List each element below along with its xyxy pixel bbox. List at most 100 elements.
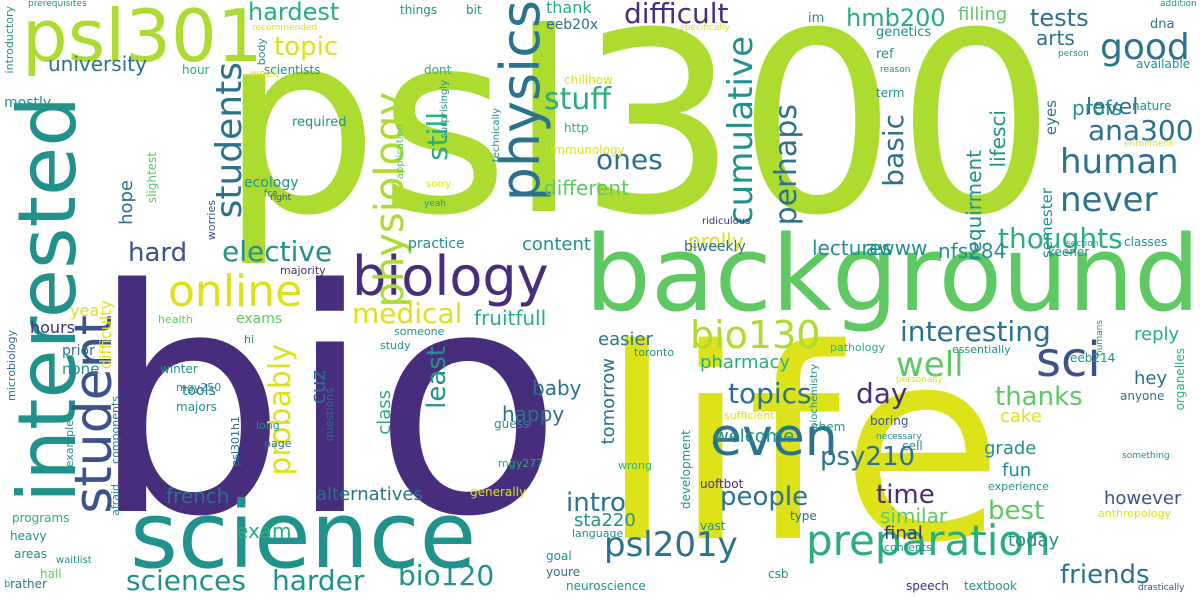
word-awww: awww [866, 236, 928, 260]
word-hard: hard [128, 238, 188, 268]
word-hall: hall [40, 567, 62, 581]
word-psl301h1: psl301h1 [229, 416, 242, 467]
word-bio130: bio130 [690, 313, 821, 357]
word-week: week [250, 67, 279, 80]
word-hours: hours [30, 318, 75, 337]
word-surprisingly: surprisingly [439, 80, 450, 139]
word-rather: rather [10, 577, 47, 591]
word-cell: cell [902, 439, 923, 453]
word-bio120: bio120 [398, 559, 495, 592]
word-mgy277: mgy277 [498, 457, 544, 470]
word-person: person [1058, 49, 1089, 59]
word-worries: worries [205, 200, 218, 241]
word-science: science [130, 482, 477, 589]
word-yea: yea [70, 301, 100, 320]
word-cumulative: cumulative [721, 36, 761, 226]
word-nature: nature [1132, 99, 1172, 113]
word-time: time [876, 480, 935, 510]
word-csb: csb [768, 567, 789, 581]
word-psl300: psl300 [220, 0, 1056, 270]
word-day: day [856, 377, 908, 410]
word-physics: physics [489, 0, 552, 202]
word-different: different [544, 176, 629, 200]
word-immunology: immunology [550, 143, 625, 157]
word-genetics: genetics [876, 25, 932, 40]
word-anyone: anyone [1120, 389, 1165, 403]
word-lifesci: lifesci [986, 110, 1010, 168]
word-boring: boring [870, 414, 909, 428]
word-harder: harder [272, 564, 365, 597]
word-long: long [256, 419, 280, 432]
word-friends: friends [1060, 560, 1150, 590]
word-difficult: difficult [624, 0, 729, 30]
word-fce: fce [264, 189, 278, 199]
word-life: life [600, 293, 1004, 600]
word-interesting: interesting [900, 315, 1051, 348]
word-technically: technically [491, 108, 502, 163]
word-content: content [522, 234, 591, 255]
word-tools: tools [182, 383, 216, 399]
word-elective: elective [222, 235, 333, 268]
word-reason: reason [880, 65, 911, 75]
word-scientists: scientists [264, 63, 321, 77]
word-topic: topic [274, 32, 339, 62]
word-easier: easier [598, 329, 653, 350]
word-ecology: ecology [244, 175, 299, 191]
word-practice: practice [408, 236, 465, 252]
word-programs: programs [12, 511, 70, 525]
word-good: good [1100, 27, 1190, 68]
word-youre: youre [546, 565, 581, 579]
word-something: something [1122, 451, 1170, 461]
word-profs: profs [1072, 96, 1123, 120]
word-however: however [1104, 488, 1182, 509]
word-microbiology: microbiology [5, 330, 18, 401]
word-psl301: psl301 [22, 0, 263, 78]
word-essentially: essentially [952, 343, 1011, 356]
word-online: online [168, 266, 303, 317]
word-hope: hope [116, 180, 137, 225]
word-questions: questions [323, 388, 336, 442]
word-difficulty: difficulty [96, 300, 115, 370]
word-well: well [896, 345, 964, 385]
word-prerequisites: prerequisites [28, 0, 87, 9]
word-someone: someone [394, 325, 445, 338]
word-humans: humans [1095, 320, 1105, 357]
word-hey: hey [1134, 368, 1168, 389]
word-neuroscience: neuroscience [566, 579, 646, 593]
word-final: final [884, 523, 923, 544]
word-baby: baby [532, 376, 582, 400]
word-ana300: ana300 [1088, 114, 1194, 147]
word-exams: exams [236, 311, 283, 327]
word-chem: chem [812, 420, 846, 434]
word-eeb214: eeb214 [1070, 351, 1116, 365]
word-uoftbot: uoftbot [700, 477, 744, 491]
word-thank: thank [546, 0, 592, 17]
word-probably: probably [263, 344, 298, 476]
word-similar: similar [880, 504, 948, 528]
word-perhaps: perhaps [769, 104, 804, 226]
word-tests: tests [1030, 4, 1089, 32]
word-biology: biology [352, 245, 549, 308]
word-mgy250: mgy250 [176, 381, 222, 394]
word-study: study [380, 339, 411, 352]
word-classes: classes [1124, 235, 1168, 249]
word-sufficient: sufficient [724, 409, 775, 422]
word-chillhow: chillhow [564, 73, 613, 87]
word-health: health [158, 313, 193, 326]
word-tomorrow: tomorrow [598, 358, 619, 445]
word-welcome: welcome [714, 426, 795, 447]
word-sci: sci [1036, 332, 1101, 388]
word-afraid: afraid [109, 484, 122, 516]
word-toronto: toronto [634, 346, 675, 359]
word-specifically: specifically [680, 23, 730, 33]
word-french: french [166, 484, 230, 508]
word-intro: intro [566, 488, 626, 518]
word-prior: prior [62, 343, 95, 359]
word-dna: dna [1150, 17, 1175, 32]
word-things: things [400, 3, 438, 17]
word-hardest: hardest [248, 0, 340, 26]
word-nfs284: nfs284 [938, 239, 1007, 263]
word-right: right [270, 193, 292, 203]
word-goal: goal [546, 549, 572, 563]
